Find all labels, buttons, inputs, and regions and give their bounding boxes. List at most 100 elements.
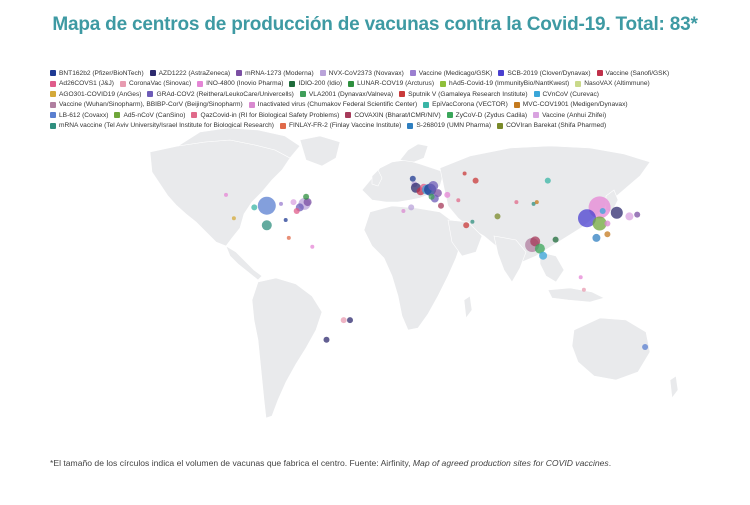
legend-item: Ad26COVS1 (J&J)	[50, 80, 114, 87]
production-site-marker[interactable]	[642, 344, 649, 350]
production-site-marker[interactable]	[323, 336, 330, 343]
legend-swatch	[446, 112, 453, 119]
production-site-marker[interactable]	[408, 204, 415, 211]
legend-item: Vaccine (Wuhan/Sinopharm), BBIBP-CorV (B…	[50, 101, 243, 108]
legend-label: COVAXIN (Bharat/ICMR/NIV)	[354, 111, 441, 119]
production-site-marker[interactable]	[438, 202, 444, 209]
production-site-marker[interactable]	[224, 192, 228, 197]
legend-swatch	[498, 70, 505, 77]
production-site-marker[interactable]	[347, 317, 353, 324]
legend-label: FINLAY-FR-2 (Finlay Vaccine Institute)	[288, 122, 402, 130]
legend-item: IDIO-200 (Idio)	[289, 80, 342, 87]
production-site-marker[interactable]	[401, 209, 406, 213]
production-site-marker[interactable]	[578, 275, 583, 280]
production-site-marker[interactable]	[534, 243, 545, 254]
legend-label: ZyCoV-D (Zydus Cadila)	[455, 111, 528, 119]
legend-swatch	[191, 112, 198, 119]
production-site-marker[interactable]	[578, 209, 596, 228]
legend-label: COVIran Barekat (Shifa Pharmed)	[506, 122, 607, 130]
production-site-marker[interactable]	[428, 193, 435, 200]
production-site-marker[interactable]	[257, 196, 276, 215]
production-sites	[224, 171, 649, 350]
footnote: *El tamaño de los círculos indica el vol…	[50, 458, 611, 468]
production-site-marker[interactable]	[581, 287, 586, 292]
production-site-marker[interactable]	[251, 204, 258, 211]
production-site-marker[interactable]	[293, 208, 300, 214]
legend-swatch	[407, 122, 414, 129]
production-site-marker[interactable]	[544, 177, 551, 184]
legend-item: ZyCoV-D (Zydus Cadila)	[446, 111, 528, 119]
production-site-marker[interactable]	[592, 216, 607, 231]
landmass-canada-north	[177, 127, 301, 159]
production-site-marker[interactable]	[539, 251, 548, 260]
landmass-uk	[371, 169, 383, 187]
landmass-south-america	[251, 277, 323, 419]
legend-swatch	[289, 80, 296, 87]
legend-item: MVC-COV1901 (Medigen/Dynavax)	[513, 101, 628, 108]
legend-swatch	[319, 70, 326, 77]
legend-item: S-268019 (UMN Pharma)	[407, 122, 491, 129]
production-site-marker[interactable]	[340, 317, 347, 324]
production-site-marker[interactable]	[610, 206, 623, 219]
production-site-marker[interactable]	[530, 236, 541, 247]
production-site-marker[interactable]	[283, 218, 288, 222]
production-site-marker[interactable]	[456, 198, 461, 203]
legend-label: QazCovid-in (RI for Biological Safety Pr…	[200, 111, 340, 119]
landmass-greenland	[299, 135, 341, 167]
legend-label: LUNAR-COV19 (Arcturus)	[357, 80, 435, 88]
production-site-marker[interactable]	[261, 220, 272, 231]
legend-label: AGO301-COVID19 (AnGes)	[59, 90, 142, 98]
legend-swatch	[197, 80, 204, 87]
production-site-marker[interactable]	[604, 231, 611, 238]
production-site-marker[interactable]	[462, 171, 467, 176]
legend-label: BNT162b2 (Pfizer/BioNTech)	[59, 69, 144, 77]
legend-row: BNT162b2 (Pfizer/BioNTech) AZD1222 (Astra…	[50, 68, 740, 79]
legend-label: LB-612 (Covaxx)	[59, 111, 109, 119]
production-site-marker[interactable]	[599, 208, 606, 214]
legend-item: GRAd-COV2 (Reithera/LeukoCare/Univercell…	[147, 91, 294, 98]
legend-item: FINLAY-FR-2 (Finlay Vaccine Institute)	[279, 122, 402, 130]
legend-label: S-268019 (UMN Pharma)	[416, 122, 492, 130]
landmass-central-america	[225, 245, 263, 281]
production-site-marker[interactable]	[444, 191, 451, 198]
production-site-marker[interactable]	[463, 222, 470, 229]
legend-row: Ad26COVS1 (J&J) CoronaVac (Sinovac) INO-48…	[50, 79, 740, 90]
production-site-marker[interactable]	[286, 235, 291, 240]
legend-item: mRNA vaccine (Tel Aviv University/Israel…	[50, 122, 274, 129]
production-site-marker[interactable]	[592, 233, 601, 242]
landmass-new-zealand	[669, 375, 679, 399]
production-site-marker[interactable]	[531, 201, 536, 206]
production-site-marker[interactable]	[290, 199, 297, 206]
legend-label: IDIO-200 (Idio)	[298, 80, 343, 88]
landmass-scandinavia	[399, 143, 429, 163]
production-site-marker[interactable]	[310, 244, 315, 249]
production-site-marker[interactable]	[279, 201, 283, 206]
production-site-marker[interactable]	[472, 177, 479, 184]
legend-item: LB-612 (Covaxx)	[50, 112, 108, 119]
production-site-marker[interactable]	[409, 175, 416, 182]
legend-swatch	[533, 91, 540, 98]
production-site-marker[interactable]	[231, 216, 236, 221]
legend-item: COVIran Barekat (Shifa Pharmed)	[497, 122, 606, 129]
legend-swatch	[497, 122, 504, 129]
legend-swatch	[50, 80, 56, 87]
legend-item: hAd5-Covid-19 (ImmunityBio/NantKwest)	[440, 80, 569, 87]
landmass-indonesia	[547, 287, 605, 303]
landmass-north-america	[149, 139, 291, 247]
production-site-marker[interactable]	[303, 198, 312, 207]
legend-label: NVX-CoV2373 (Novavax)	[328, 69, 404, 77]
production-site-marker[interactable]	[534, 200, 539, 205]
legend: BNT162b2 (Pfizer/BioNTech) AZD1222 (Astra…	[50, 68, 740, 131]
production-site-marker[interactable]	[604, 220, 611, 227]
production-site-marker[interactable]	[514, 200, 519, 205]
legend-label: mRNA-1273 (Moderna)	[245, 69, 314, 77]
legend-item: EpiVacCorona (VECTOR)	[423, 101, 508, 108]
production-site-marker[interactable]	[428, 181, 439, 191]
production-site-marker[interactable]	[303, 193, 310, 200]
production-site-marker[interactable]	[552, 236, 559, 243]
legend-swatch	[248, 101, 255, 108]
production-site-marker[interactable]	[494, 213, 501, 220]
production-site-marker[interactable]	[470, 219, 475, 224]
production-site-marker[interactable]	[625, 212, 634, 221]
production-site-marker[interactable]	[634, 211, 641, 218]
